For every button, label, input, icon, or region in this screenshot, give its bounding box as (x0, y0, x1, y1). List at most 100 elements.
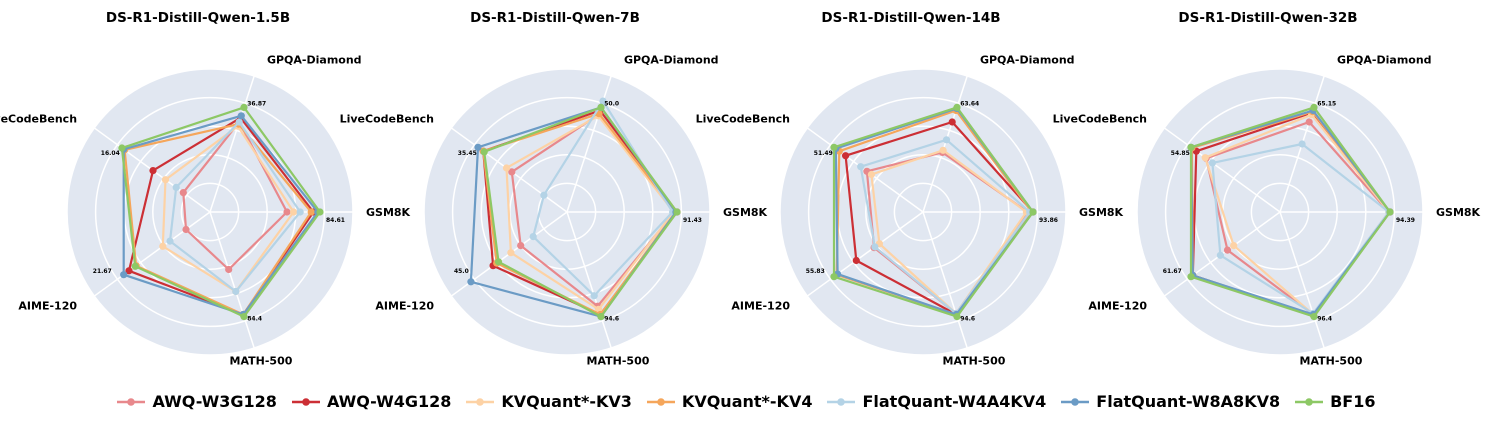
max-value-label: 55.83 (806, 268, 825, 275)
series-point (125, 267, 133, 275)
legend-swatch (291, 397, 320, 406)
series-point (857, 163, 865, 171)
legend-swatch (827, 397, 856, 406)
axis-label-gpqa-diamond: GPQA-Diamond (980, 53, 1075, 66)
series-point (290, 208, 298, 216)
series-line-kvquant*-kv3 (161, 125, 295, 293)
series-line-kvquant*-kv3 (505, 114, 675, 311)
series-point (590, 292, 598, 300)
axis-label-livecodebench: LiveCodeBench (1053, 113, 1147, 126)
legend-label: BF16 (1330, 392, 1376, 411)
series-line-flatquant-w4a4kv4 (1211, 142, 1391, 315)
max-value-label: 51.49 (814, 150, 833, 157)
max-value-label: 45.0 (454, 268, 469, 275)
legend-item: AWQ-W4G128 (291, 392, 451, 411)
series-line-bf16 (483, 106, 679, 318)
series-point (502, 164, 511, 172)
series-point (480, 148, 488, 156)
legend-label: KVQuant*-KV4 (681, 392, 813, 411)
series-point (953, 313, 961, 321)
legend-swatch (466, 397, 495, 406)
series-point (240, 103, 248, 111)
series-point (161, 176, 170, 184)
max-value-label: 50.0 (604, 101, 619, 108)
series-point (159, 242, 167, 250)
legend-swatch-marker (127, 397, 136, 406)
radar-chart-3: DS-R1-Distill-Qwen-14B GPQA-Diamond GSM8K M… (696, 10, 1124, 368)
series-point (1305, 118, 1313, 126)
max-value-label: 54.85 (1171, 150, 1190, 157)
series-point (842, 152, 850, 160)
series-point (494, 258, 503, 266)
legend-item: KVQuant*-KV4 (646, 392, 813, 411)
series-point (830, 273, 838, 281)
series-point (307, 208, 315, 216)
max-value-label: 16.04 (101, 150, 120, 157)
axis-label-gpqa-diamond: GPQA-Diamond (267, 53, 362, 66)
grid-spoke (806, 211, 924, 297)
series-line-kvquant*-kv3 (870, 149, 1028, 315)
max-value-label: 35.45 (458, 150, 477, 157)
series-point (1230, 242, 1238, 250)
legend-item: KVQuant*-KV3 (465, 392, 632, 411)
series-line-kvquant*-kv4 (123, 122, 313, 316)
legend-swatch-marker (302, 397, 310, 406)
series-point (1201, 154, 1209, 162)
grid-spoke (1279, 211, 1325, 349)
legend-item: AWQ-W3G128 (116, 392, 277, 411)
series-point (232, 287, 240, 296)
series-point (120, 271, 128, 279)
series-point (939, 146, 947, 154)
series-point (474, 143, 482, 151)
series-point (673, 208, 681, 216)
max-value-label: 84.61 (326, 217, 345, 224)
series-point (599, 97, 607, 105)
legend-item: BF16 (1294, 392, 1376, 411)
series-point (182, 225, 190, 234)
axis-label-gsm8k: GSM8K (366, 206, 411, 219)
chart-title: DS-R1-Distill-Qwen-32B (1178, 10, 1357, 26)
series-line-flatquant-w4a4kv4 (859, 138, 1031, 315)
series-point (225, 265, 233, 274)
max-value-label: 36.87 (247, 101, 266, 108)
series-point (953, 103, 961, 111)
axis-label-gsm8k: GSM8K (1079, 206, 1124, 219)
legend-label: FlatQuant-W4A4KV4 (862, 392, 1047, 411)
chart-title: DS-R1-Distill-Qwen-14B (821, 10, 1000, 26)
grid-spoke (1163, 127, 1281, 213)
radar-chart-2: DS-R1-Distill-Qwen-7B GPQA-Diamond GSM8K MA… (340, 10, 768, 368)
series-point (507, 249, 515, 257)
series-point (235, 118, 243, 126)
series-point (118, 144, 126, 152)
radar-chart-1: DS-R1-Distill-Qwen-1.5B GPQA-Diamond GSM8K… (0, 10, 411, 368)
grid-spoke (93, 211, 211, 297)
series-point (867, 170, 876, 179)
chart-title: DS-R1-Distill-Qwen-7B (470, 10, 640, 26)
axis-label-math-500: MATH-500 (587, 355, 650, 368)
series-point (597, 103, 605, 111)
legend-swatch (1295, 397, 1324, 406)
series-point (237, 112, 245, 120)
legend-swatch (646, 397, 675, 406)
legend: AWQ-W3G128 AWQ-W4G128 KVQuant*-KV3 KVQuant*… (0, 392, 1492, 411)
series-point (1208, 159, 1216, 167)
series-line-awq-w3g128 (182, 120, 289, 271)
max-value-label: 61.67 (1163, 268, 1182, 275)
chart-title: DS-R1-Distill-Qwen-1.5B (106, 10, 290, 26)
series-point (296, 208, 304, 216)
grid-spoke (922, 211, 968, 349)
series-point (172, 183, 180, 191)
legend-item: FlatQuant-W4A4KV4 (826, 392, 1046, 411)
series-point (852, 256, 860, 265)
legend-swatch-marker (657, 397, 665, 406)
axis-label-aime-120: AIME-120 (375, 299, 434, 312)
series-point (166, 237, 174, 245)
grid-spoke (566, 211, 612, 349)
series-point (597, 313, 605, 321)
series-point (1216, 251, 1224, 259)
axis-label-livecodebench: LiveCodeBench (696, 113, 790, 126)
legend-label: FlatQuant-W8A8KV8 (1096, 392, 1281, 411)
figure: DS-R1-Distill-Qwen-1.5B GPQA-Diamond GSM8K… (0, 10, 1481, 368)
legend-swatch (1061, 397, 1090, 406)
series-point (467, 278, 475, 286)
